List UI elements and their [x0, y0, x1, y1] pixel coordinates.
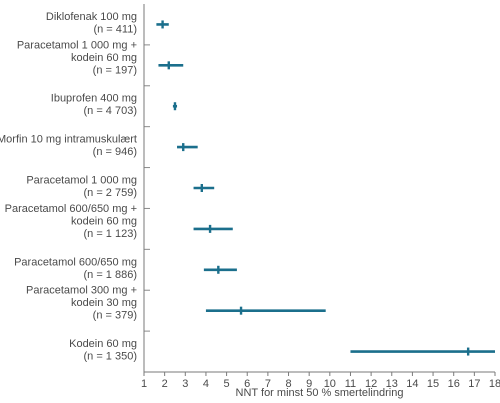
x-tick-label: 18 — [489, 378, 500, 390]
forest-row: Kodein 60 mg(n = 1 350) — [69, 338, 495, 363]
x-tick-label: 12 — [365, 378, 377, 390]
row-label: kodein 60 mg — [71, 215, 137, 227]
x-tick-label: 3 — [182, 378, 188, 390]
x-axis-title: NNT for minst 50 % smertelindring — [236, 387, 404, 399]
rows-layer: Diklofenak 100 mg(n = 411)Paracetamol 1 … — [0, 11, 495, 363]
x-tick-label: 6 — [244, 378, 250, 390]
x-tick-label: 8 — [285, 378, 291, 390]
forest-row: Diklofenak 100 mg(n = 411) — [46, 11, 169, 46]
x-axis: 1 2 3 4 5 6 7 8 9 10 11 12 13 14 15 16 17 18 — [141, 4, 500, 390]
x-tick-label: 13 — [386, 378, 398, 390]
x-tick-label: 1 — [141, 378, 147, 390]
x-tick-label: 10 — [324, 378, 336, 390]
x-tick-label: 15 — [427, 378, 439, 390]
row-label: Paracetamol 600/650 mg — [14, 256, 137, 268]
x-tick-label: 2 — [162, 378, 168, 390]
forest-row: Paracetamol 1 000 mg(n = 2 759) — [26, 175, 215, 209]
x-tick-label: 11 — [345, 378, 356, 390]
x-tick-label: 16 — [448, 378, 460, 390]
row-label: Kodein 60 mg — [69, 338, 137, 350]
row-label: Ibuprofen 400 mg — [51, 93, 137, 105]
row-label: (n = 4 703) — [83, 105, 137, 117]
x-tick-label: 7 — [265, 378, 271, 390]
row-label: Diklofenak 100 mg — [46, 11, 137, 23]
row-label: Morfin 10 mg intramuskulært — [0, 134, 137, 146]
forest-row: Paracetamol 600/650 mg +kodein 60 mg(n =… — [5, 203, 233, 250]
x-tick-label: 4 — [203, 378, 209, 390]
row-label: (n = 946) — [93, 146, 137, 158]
row-label: (n = 2 759) — [83, 187, 137, 199]
row-label: (n = 1 886) — [83, 269, 137, 281]
x-tick-label: 17 — [468, 378, 480, 390]
row-label: kodein 30 mg — [71, 297, 137, 309]
row-label: Paracetamol 600/650 mg + — [5, 203, 137, 215]
forest-row: Paracetamol 600/650 mg(n = 1 886) — [14, 256, 237, 291]
x-tick-label: 5 — [224, 378, 230, 390]
row-label: Paracetamol 1 000 mg — [26, 175, 137, 187]
row-label: kodein 60 mg — [71, 52, 137, 64]
x-tick-label: 9 — [306, 378, 312, 390]
row-label: Paracetamol 1 000 mg + — [17, 39, 137, 51]
row-label: (n = 197) — [93, 64, 137, 76]
row-label: (n = 1 350) — [83, 351, 137, 363]
row-label: (n = 1 123) — [83, 228, 137, 240]
forest-row: Morfin 10 mg intramuskulært(n = 946) — [0, 134, 198, 169]
forest-row: Paracetamol 300 mg +kodein 30 mg(n = 379… — [26, 285, 326, 332]
forest-row: Paracetamol 1 000 mg +kodein 60 mg(n = 1… — [17, 39, 184, 87]
forest-row: Ibuprofen 400 mg(n = 4 703) — [51, 93, 178, 128]
row-label: (n = 379) — [93, 310, 137, 322]
row-label: (n = 411) — [93, 23, 137, 35]
x-tick-label: 14 — [406, 378, 418, 390]
row-label: Paracetamol 300 mg + — [26, 285, 137, 297]
